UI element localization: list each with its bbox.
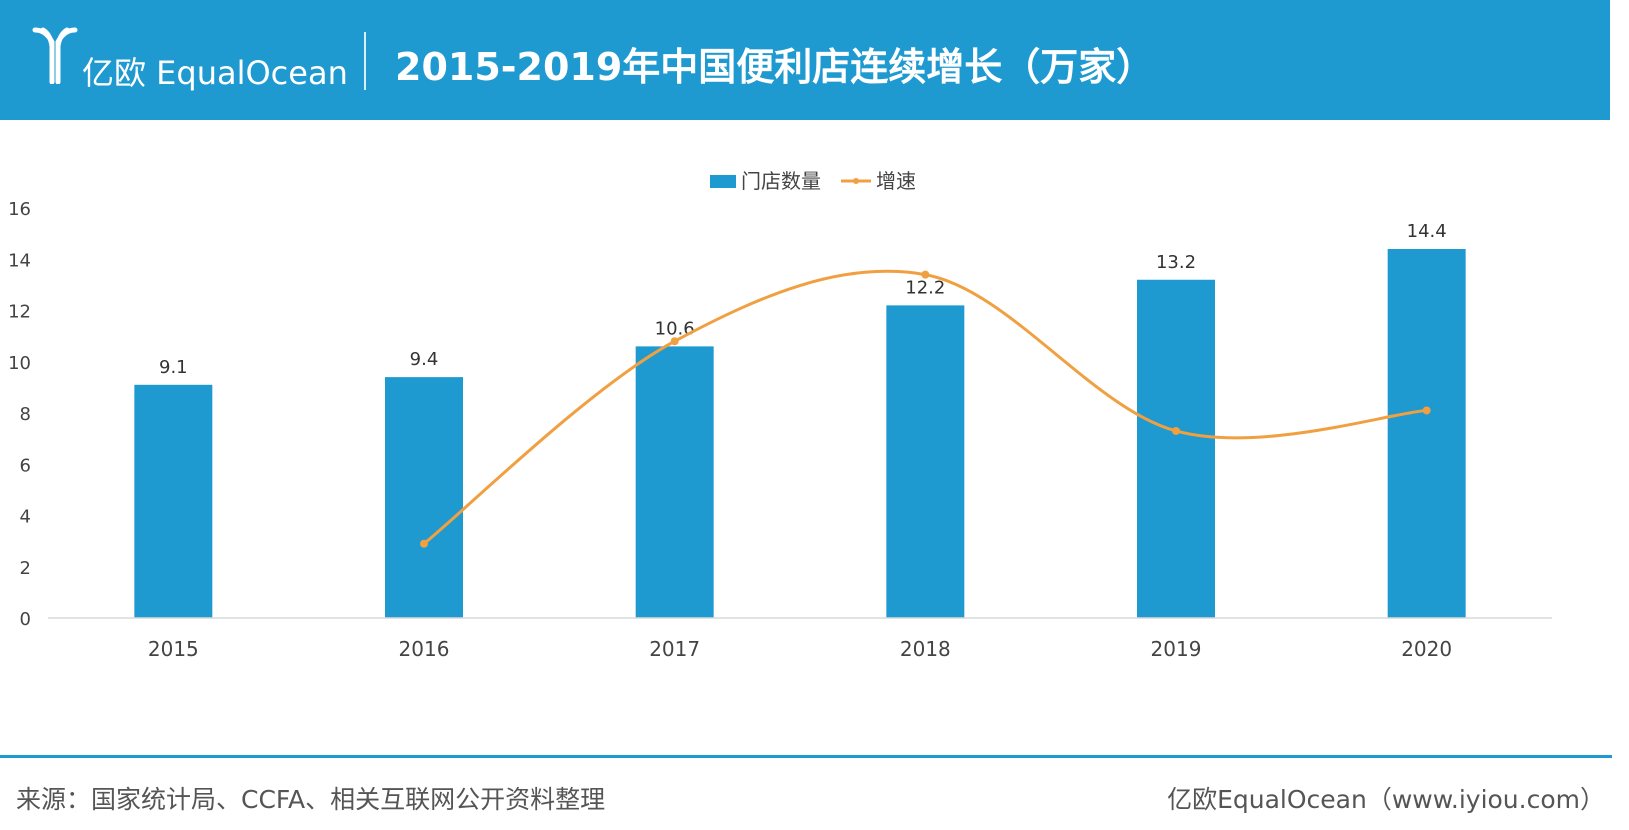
x-tick-label: 2017 — [649, 637, 700, 661]
logo-text: 亿欧 EqualOcean — [82, 54, 348, 92]
bar-2018 — [886, 305, 965, 618]
equalocean-logo-icon — [32, 27, 78, 84]
chart-container: 门店数量 增速 0 2 4 6 8 10 12 14 16 9.1 9.4 10.6 12.2 13.2… — [0, 120, 1629, 750]
growth-point — [921, 270, 930, 279]
header-divider — [364, 32, 366, 90]
growth-point — [1422, 406, 1431, 415]
chart-legend: 门店数量 增速 — [710, 169, 916, 193]
y-tick-label: 0 — [20, 609, 31, 630]
source-note: 来源：国家统计局、CCFA、相关互联网公开资料整理 — [16, 785, 606, 814]
x-tick-label: 2015 — [148, 637, 199, 661]
y-tick-label: 10 — [8, 353, 31, 374]
growth-rate-markers — [420, 270, 1431, 548]
bar-2016 — [385, 377, 463, 618]
bar-data-label: 9.1 — [159, 357, 188, 378]
y-tick-label: 2 — [20, 558, 31, 579]
growth-point — [420, 539, 428, 548]
y-tick-label: 4 — [20, 507, 31, 528]
bar-data-labels: 9.1 9.4 10.6 12.2 13.2 14.4 — [159, 221, 1447, 378]
legend-label-bar: 门店数量 — [741, 169, 821, 193]
bar-2019 — [1137, 279, 1215, 618]
page-title: 2015-2019年中国便利店连续增长（万家） — [395, 45, 1155, 89]
x-tick-label: 2020 — [1401, 637, 1452, 661]
bar-data-label: 9.4 — [410, 349, 439, 370]
combo-chart: 门店数量 增速 0 2 4 6 8 10 12 14 16 9.1 9.4 10.6 12.2 13.2… — [8, 169, 1552, 661]
bar-data-label: 13.2 — [1156, 252, 1196, 273]
y-tick-label: 6 — [20, 455, 31, 476]
header-banner: 亿欧 EqualOcean 2015-2019年中国便利店连续增长（万家） — [0, 0, 1610, 120]
bar-2015 — [134, 384, 213, 618]
x-tick-label: 2019 — [1151, 637, 1202, 661]
bar-data-label: 12.2 — [905, 277, 945, 298]
bar-2020 — [1387, 249, 1466, 618]
y-axis: 0 2 4 6 8 10 12 14 16 — [8, 199, 31, 630]
x-tick-label: 2016 — [399, 637, 450, 661]
y-tick-label: 16 — [8, 199, 31, 220]
bar-2017 — [635, 346, 714, 618]
growth-point — [670, 337, 679, 346]
footer-divider — [0, 755, 1612, 758]
y-tick-label: 14 — [8, 250, 31, 271]
legend-swatch-bar — [710, 175, 736, 188]
y-tick-label: 12 — [8, 302, 31, 323]
y-tick-label: 8 — [20, 404, 31, 425]
bar-data-label: 10.6 — [655, 318, 695, 339]
footer-brand: 亿欧EqualOcean（www.iyiou.com） — [1167, 785, 1605, 814]
legend-label-line: 增速 — [876, 169, 916, 193]
legend-swatch-marker — [853, 178, 859, 184]
bar-data-label: 14.4 — [1407, 221, 1447, 242]
x-tick-label: 2018 — [900, 637, 951, 661]
x-axis: 2015 2016 2017 2018 2019 2020 — [148, 637, 1452, 661]
growth-point — [1172, 426, 1180, 435]
bar-series — [134, 249, 1466, 618]
